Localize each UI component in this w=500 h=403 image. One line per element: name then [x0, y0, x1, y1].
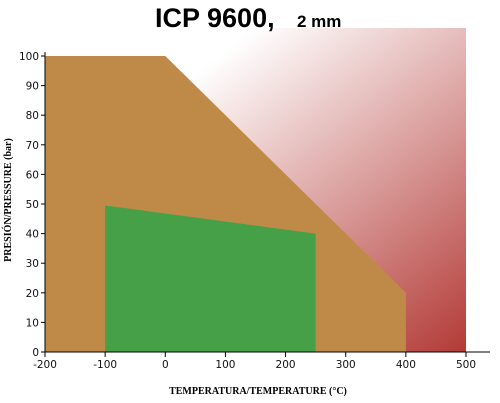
x-tick-label: -200 — [33, 359, 57, 371]
y-tick-label: 20 — [26, 288, 39, 300]
x-tick-label: 400 — [396, 359, 416, 371]
y-tick-label: 0 — [32, 347, 39, 359]
chart-title: ICP 9600, — [155, 3, 275, 33]
y-tick-label: 100 — [19, 51, 39, 63]
y-tick-label: 90 — [26, 81, 39, 93]
y-tick-label: 80 — [26, 110, 39, 122]
x-tick-label: 0 — [162, 359, 169, 371]
x-tick-label: -100 — [93, 359, 117, 371]
y-tick-label: 60 — [26, 169, 39, 181]
y-tick-label: 50 — [26, 199, 39, 211]
y-tick-label: 10 — [26, 317, 39, 329]
y-tick-label: 70 — [26, 140, 39, 152]
x-tick-label: 200 — [276, 359, 296, 371]
y-axis-title: PRESIÓN/PRESSURE (bar) — [2, 138, 14, 262]
series-area-2 — [105, 205, 316, 352]
axes-layer: -200 -100 0 100 200 300 400 500 0 10 20 30 40 50 60 70 8… — [19, 51, 490, 371]
chart-subtitle: 2 mm — [297, 12, 341, 31]
x-tick-label: 300 — [336, 359, 356, 371]
y-tick-label: 30 — [26, 258, 39, 270]
series-layer — [45, 56, 406, 352]
x-axis-title: TEMPERATURA/TEMPERATURE (°C) — [169, 386, 347, 397]
y-tick-label: 40 — [26, 229, 39, 241]
x-tick-label: 100 — [215, 359, 235, 371]
x-tick-label: 500 — [456, 359, 476, 371]
